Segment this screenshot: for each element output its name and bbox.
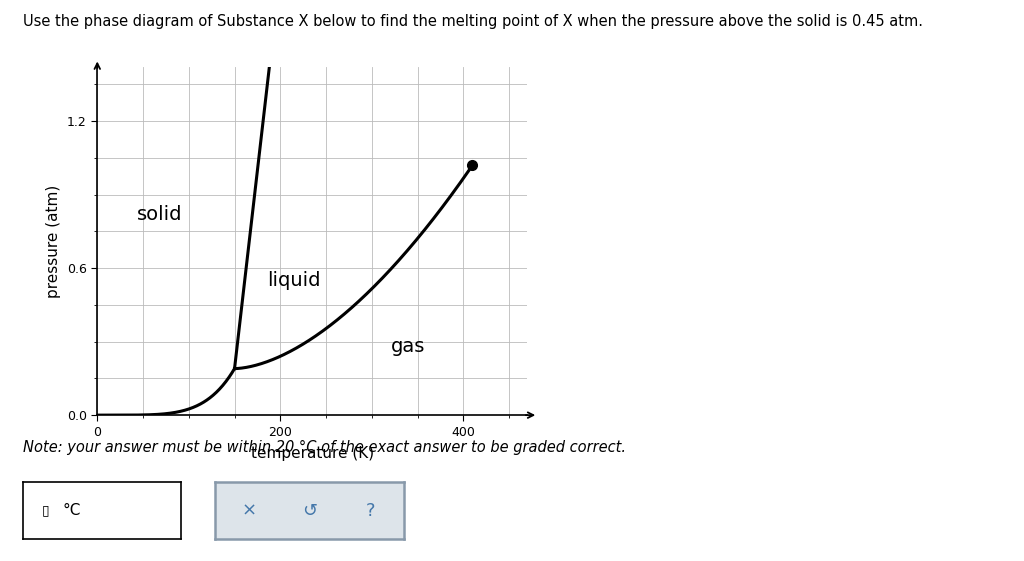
Text: gas: gas (391, 337, 426, 356)
Text: ×: × (242, 502, 257, 519)
Text: solid: solid (137, 205, 182, 224)
Text: Use the phase diagram of Substance X below to find the melting point of X when t: Use the phase diagram of Substance X bel… (23, 14, 923, 29)
Text: liquid: liquid (267, 271, 321, 290)
X-axis label: temperature (K): temperature (K) (251, 445, 374, 461)
Text: °C: °C (62, 503, 81, 518)
Text: ?: ? (366, 502, 375, 519)
Text: ↺: ↺ (302, 502, 317, 519)
Y-axis label: pressure (atm): pressure (atm) (46, 185, 61, 298)
Text: Note: your answer must be within 20 °C of the exact answer to be graded correct.: Note: your answer must be within 20 °C o… (23, 440, 626, 456)
Text: ▯: ▯ (42, 504, 49, 517)
